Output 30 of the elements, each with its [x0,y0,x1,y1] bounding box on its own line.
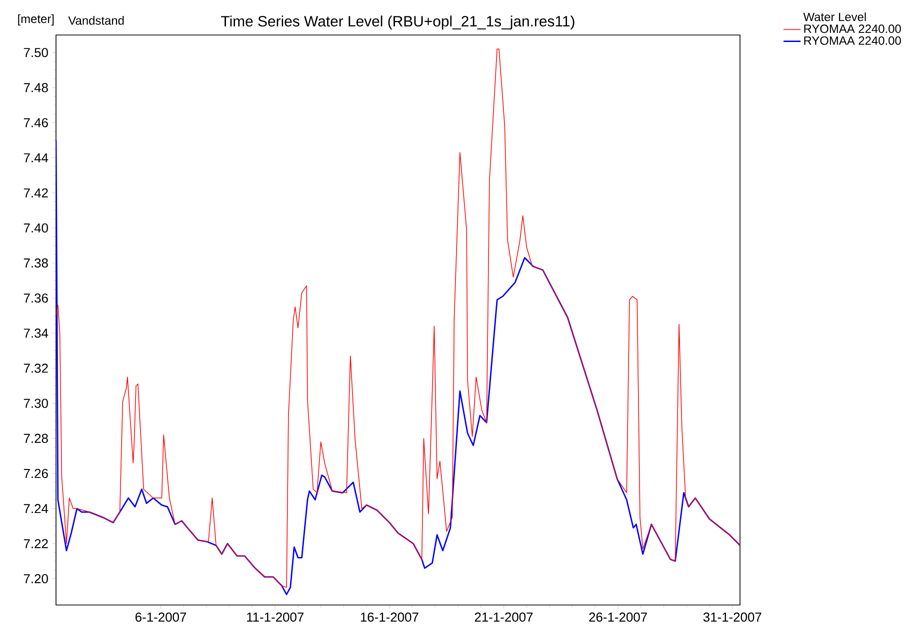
legend-label: RYOMAA 2240.00 [804,24,901,33]
x-tick-label: 31-1-2007 [703,612,762,622]
x-tick-label: 26-1-2007 [589,612,647,622]
y-tick-label: 7.48 [24,83,48,92]
y-tick-label: 7.46 [24,118,48,128]
y-tick-label: 7.42 [24,188,48,198]
line-series [56,48,740,588]
line-series [56,140,740,596]
chart-title: Time Series Water Level (RBU+opl_21_1s_jan.res11) [221,16,574,30]
y-tick-label: 7.24 [24,504,48,514]
legend-label: RYOMAA 2240.00 [804,36,901,45]
y-tick-label: 7.50 [24,48,48,58]
y-tick-label: 7.22 [24,539,48,548]
y-tick-label: 7.32 [24,364,48,373]
y-tick-label: 7.36 [24,293,48,303]
y-tick-label: 7.20 [24,574,48,584]
y-tick-label: 7.34 [24,328,48,338]
y-axis-title: [meter] [18,14,54,26]
x-tick-label: 21-1-2007 [474,612,533,622]
legend-title: Water Level [803,12,866,22]
y-tick-label: 7.38 [24,258,48,268]
y-tick-label: 7.40 [24,223,48,232]
text: Vandstand [68,16,124,25]
x-tick-label: 11-1-2007 [247,612,304,622]
y-tick-label: 7.26 [24,468,48,478]
y-tick-label: 7.44 [24,153,48,162]
y-tick-label: 7.30 [24,398,48,408]
x-tick-label: 16-1-2007 [360,612,418,622]
x-tick-label: 6-1-2007 [136,612,186,622]
y-tick-label: 7.28 [24,434,48,443]
